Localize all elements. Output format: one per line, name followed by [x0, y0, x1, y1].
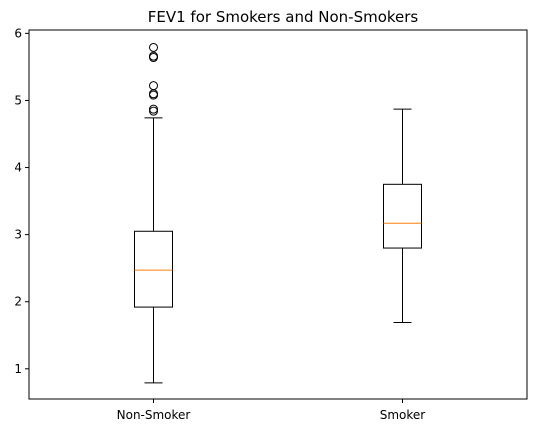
y-tick-label: 3: [14, 228, 22, 242]
plot-frame: [28, 29, 528, 400]
y-tick-label: 1: [14, 362, 22, 376]
y-tick-label: 4: [14, 161, 22, 175]
box-iqr: [383, 183, 422, 249]
y-tick-label: 2: [14, 295, 22, 309]
outlier-point: [149, 104, 158, 114]
x-tick-label: Smoker: [380, 408, 426, 422]
y-tick-label: 5: [14, 93, 22, 107]
outlier-point: [149, 51, 158, 61]
outlier-point: [149, 81, 158, 91]
outlier-point: [149, 106, 158, 116]
chart-title: FEV1 for Smokers and Non-Smokers: [148, 8, 419, 26]
x-tick-label: Non-Smoker: [117, 408, 191, 422]
box-iqr: [134, 230, 173, 308]
y-tick-label: 6: [14, 26, 22, 40]
outlier-point: [149, 42, 158, 52]
